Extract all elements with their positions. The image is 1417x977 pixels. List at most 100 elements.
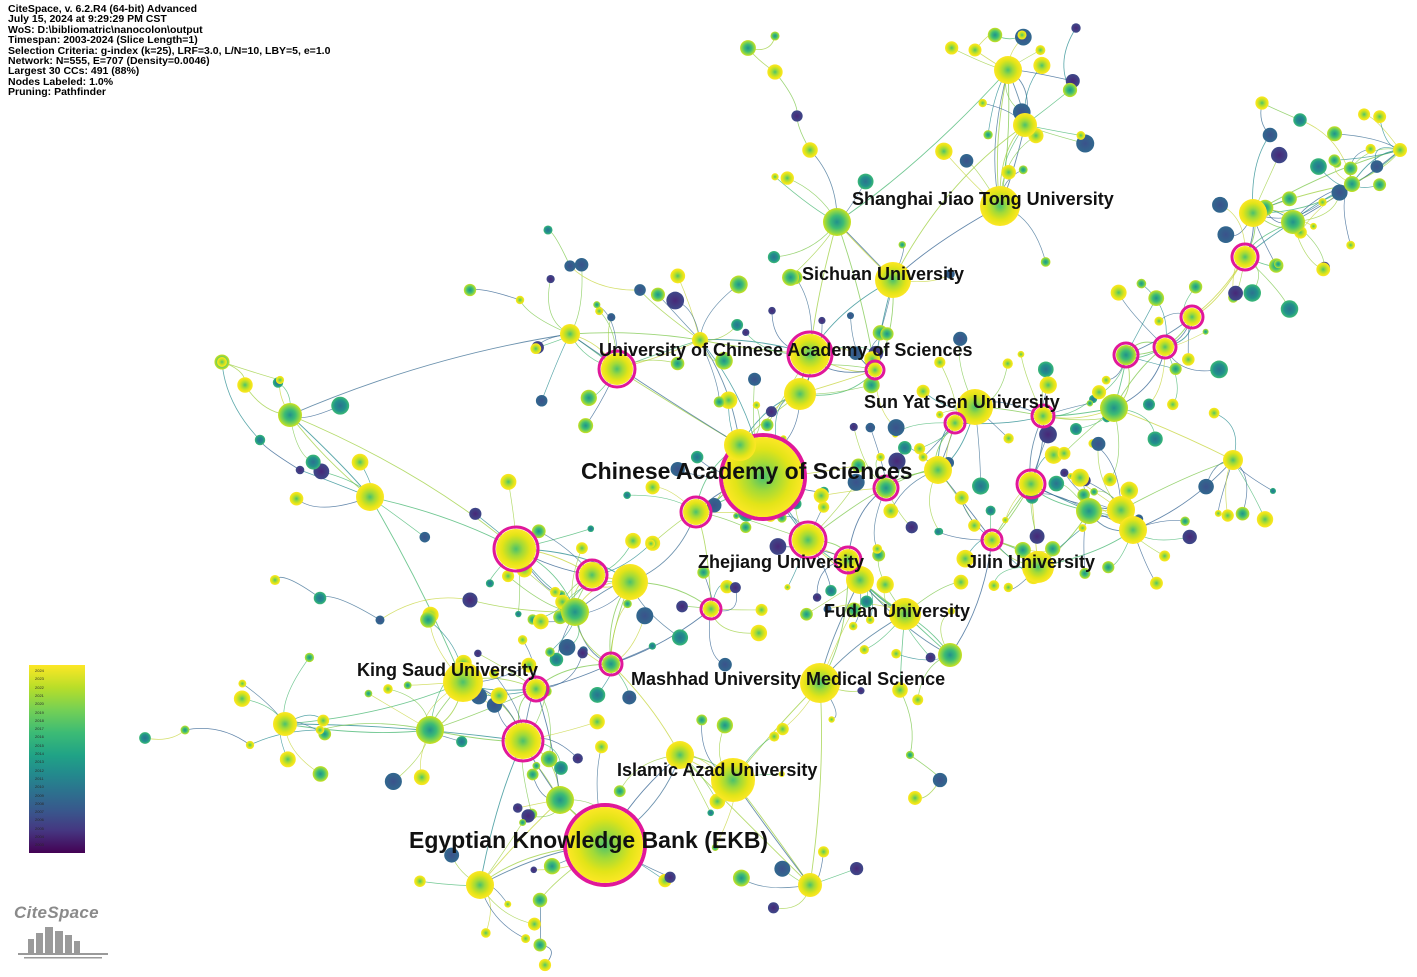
network-node xyxy=(275,375,285,385)
network-node xyxy=(1044,446,1063,464)
network-node xyxy=(731,319,744,331)
network-node xyxy=(1167,398,1179,411)
network-node xyxy=(613,785,626,798)
network-edge xyxy=(289,414,517,550)
network-node xyxy=(945,269,955,279)
network-node xyxy=(1159,550,1171,562)
institution-node xyxy=(1393,143,1407,157)
network-edge xyxy=(610,608,712,665)
network-node xyxy=(1035,45,1046,56)
network-node xyxy=(576,542,588,555)
network-node xyxy=(1255,96,1269,110)
network-node xyxy=(1079,567,1091,579)
network-node xyxy=(245,740,255,750)
network-edge xyxy=(892,124,1026,281)
network-node xyxy=(767,902,779,914)
network-edge xyxy=(289,333,571,416)
network-node xyxy=(713,396,725,408)
network-node xyxy=(888,452,906,470)
network-node xyxy=(817,501,830,513)
network-node xyxy=(720,580,734,594)
network-node xyxy=(543,858,561,875)
network-node xyxy=(1235,506,1250,521)
network-node xyxy=(968,519,981,532)
burst-ring xyxy=(786,330,834,378)
network-edge xyxy=(809,682,822,886)
network-node xyxy=(972,477,990,495)
network-node xyxy=(593,301,601,309)
legend-year-tick: 2016 xyxy=(35,734,44,740)
network-edge xyxy=(379,597,471,621)
network-node xyxy=(1048,475,1065,492)
network-node xyxy=(1103,472,1117,487)
network-node xyxy=(515,610,522,618)
network-node xyxy=(860,595,873,608)
network-node xyxy=(1293,113,1307,127)
network-node xyxy=(935,142,953,160)
network-node xyxy=(1214,509,1222,517)
network-node xyxy=(558,638,576,656)
network-node xyxy=(916,384,930,398)
network-node xyxy=(898,241,906,249)
burst-ring xyxy=(719,433,807,521)
network-node xyxy=(1143,398,1155,411)
institution-node xyxy=(1076,498,1102,524)
institution-node xyxy=(984,532,1000,548)
burst-ring xyxy=(699,597,723,621)
network-node xyxy=(774,860,791,877)
legend-year-tick: 2006 xyxy=(35,817,44,823)
network-node xyxy=(1202,328,1209,335)
network-node xyxy=(589,714,605,730)
institution-node xyxy=(1116,345,1136,365)
network-node xyxy=(413,769,430,786)
year-color-legend: 2024 2023 2022 2021 2020 2019 2018 2017 2016 2015… xyxy=(29,665,85,853)
label-zhejiang-university: Zhejiang University xyxy=(698,552,864,572)
network-edge xyxy=(144,729,186,740)
network-node xyxy=(1062,82,1078,98)
network-node xyxy=(532,761,541,770)
network-node xyxy=(825,585,837,597)
network-node xyxy=(269,574,281,586)
network-node xyxy=(740,40,756,56)
network-node xyxy=(1003,433,1014,444)
network-node xyxy=(791,110,803,122)
network-node xyxy=(676,600,688,613)
network-node xyxy=(780,171,794,185)
network-node xyxy=(818,316,826,325)
network-node xyxy=(1262,127,1278,143)
burst-ring xyxy=(1179,304,1205,330)
institution-node xyxy=(1223,450,1243,470)
network-edge xyxy=(836,69,1009,223)
network-node xyxy=(848,621,858,631)
network-node xyxy=(813,488,829,504)
network-node xyxy=(876,452,885,462)
institution-node xyxy=(273,712,297,736)
institution-node xyxy=(496,529,536,569)
legend-year-tick: 2005 xyxy=(35,825,44,831)
institution-node xyxy=(505,723,541,759)
network-node xyxy=(750,624,768,642)
network-node xyxy=(670,356,685,371)
network-node xyxy=(1071,468,1090,487)
network-node xyxy=(521,934,531,944)
network-node xyxy=(1001,165,1016,180)
network-node xyxy=(546,274,555,284)
network-node xyxy=(742,328,750,337)
network-node xyxy=(531,524,546,539)
network-node xyxy=(671,629,689,646)
network-node xyxy=(1090,488,1098,496)
institution-node xyxy=(443,662,483,702)
network-node xyxy=(521,657,537,673)
network-node xyxy=(1208,407,1220,419)
meta-line: WoS: D:\bibliomatric\nanocolon\output xyxy=(8,23,203,36)
label-sichuan-university: Sichuan University xyxy=(802,264,964,284)
network-node xyxy=(180,725,190,735)
network-node xyxy=(800,607,813,621)
network-node xyxy=(1077,488,1090,502)
institution-node xyxy=(823,208,851,236)
network-node xyxy=(719,391,738,409)
network-node xyxy=(645,480,660,495)
network-node xyxy=(550,586,561,598)
network-node xyxy=(463,283,477,297)
legend-year-tick: 2023 xyxy=(35,676,44,682)
